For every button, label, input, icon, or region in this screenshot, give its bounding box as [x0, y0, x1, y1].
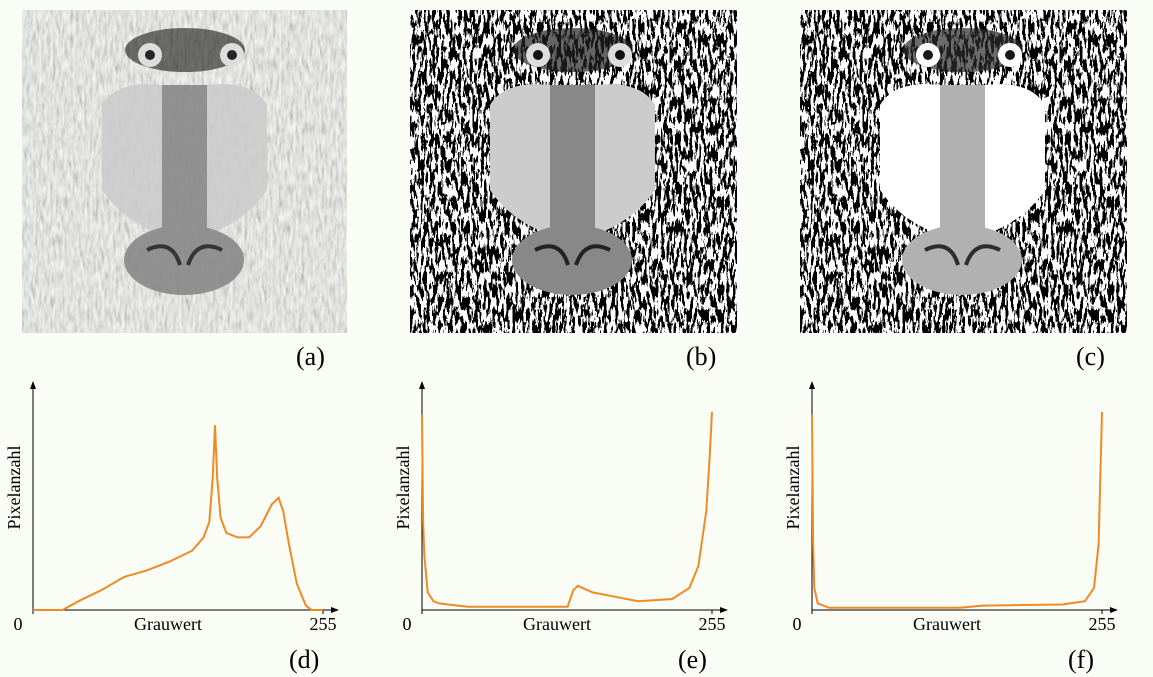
x-tick-label: 0 [793, 614, 802, 634]
image [800, 10, 1127, 333]
x-axis-arrow [720, 607, 728, 613]
x-axis-label: Grauwert [913, 614, 981, 634]
x-tick-label: 0 [403, 614, 412, 634]
image [410, 10, 737, 333]
image-caption: (a) [296, 342, 325, 371]
x-axis-arrow [331, 607, 339, 613]
x-tick-label: 255 [310, 614, 337, 634]
image-caption: (c) [1076, 342, 1105, 371]
chart-caption: (e) [678, 645, 707, 674]
y-axis-arrow [809, 381, 815, 389]
x-tick-label: 0 [14, 614, 23, 634]
histogram-line [33, 425, 323, 611]
histogram-line [811, 411, 1103, 609]
image-caption: (b) [686, 342, 716, 371]
y-axis-arrow [30, 381, 36, 389]
x-axis-arrow [1110, 607, 1118, 613]
y-axis-label: Pixelanzahl [393, 446, 413, 530]
y-axis-label: Pixelanzahl [783, 446, 803, 530]
chart-caption: (d) [289, 645, 319, 674]
image [22, 10, 347, 333]
y-axis-label: Pixelanzahl [4, 446, 24, 530]
y-axis-arrow [419, 381, 425, 389]
x-tick-label: 255 [1089, 614, 1116, 634]
x-axis-label: Grauwert [134, 614, 202, 634]
x-tick-label: 255 [699, 614, 726, 634]
x-axis-label: Grauwert [523, 614, 591, 634]
histogram-line [421, 411, 713, 608]
chart-caption: (f) [1068, 645, 1094, 674]
